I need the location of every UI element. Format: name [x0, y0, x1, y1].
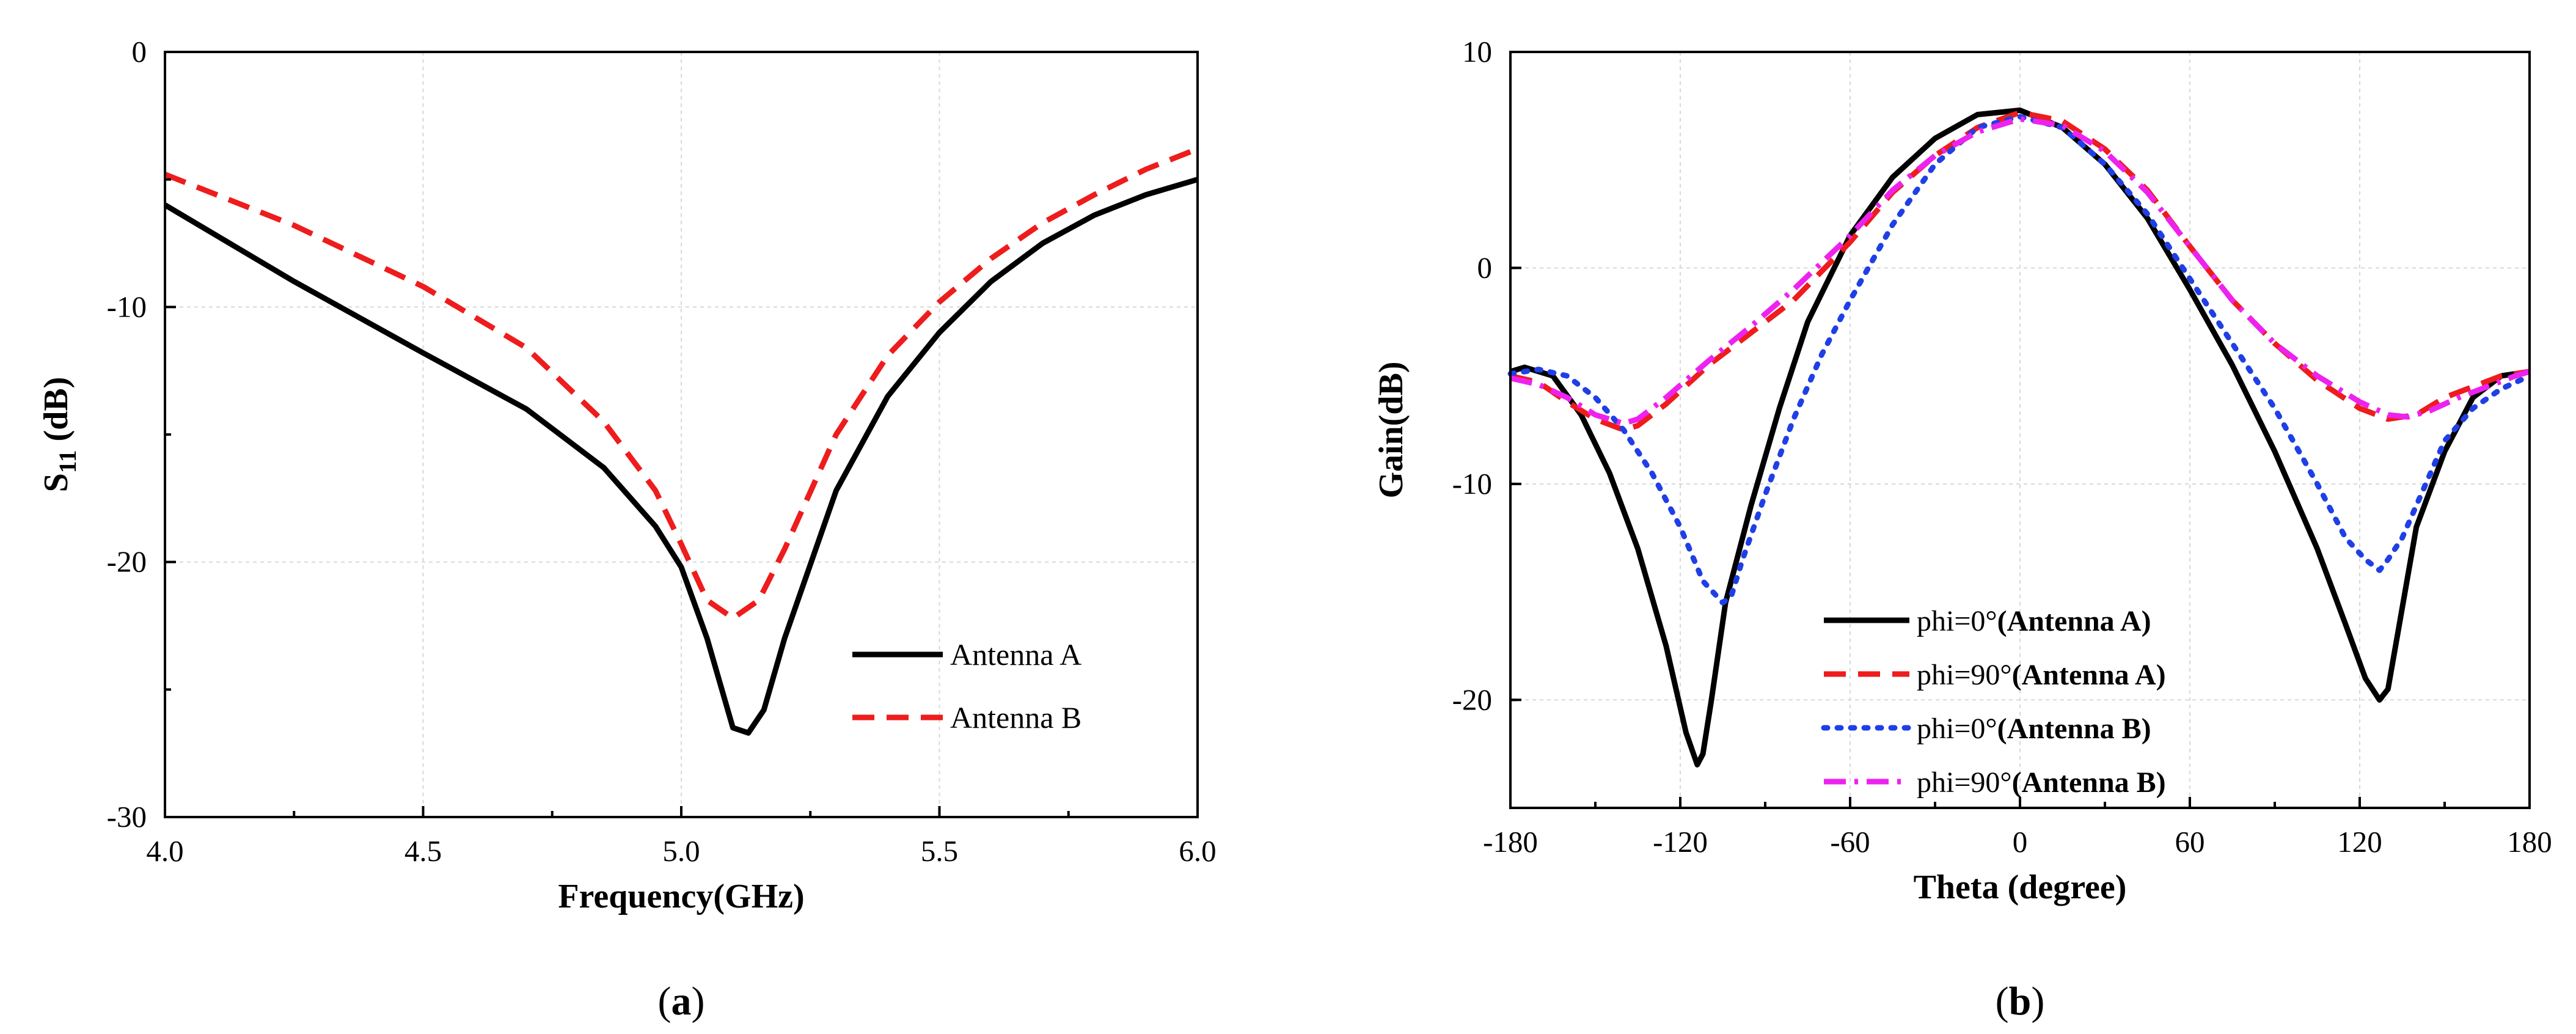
x-tick-label: -60 — [1830, 825, 1870, 859]
x-axis-label-b: Theta (degree) — [1914, 868, 2127, 906]
y-axis-label-a-main: S — [37, 473, 75, 492]
legend-label-a-0: Antenna A — [950, 637, 1081, 672]
series-line-a-0 — [163, 177, 1199, 736]
x-tick-label: 5.0 — [662, 834, 700, 868]
legend-label-prefix: phi=90° — [1917, 766, 2012, 799]
x-tick-label: 5.5 — [921, 834, 958, 868]
legend-label-suffix: (Antenna A) — [1997, 605, 2151, 637]
y-axis-label-a-tail: (dB) — [37, 377, 75, 450]
legend-label-suffix: (Antenna B) — [2012, 766, 2166, 799]
y-tick-label: -20 — [1452, 683, 1492, 716]
x-tick-label: 6.0 — [1179, 834, 1216, 868]
legend-label-prefix: phi=90° — [1917, 659, 2012, 691]
x-tick-label: 4.5 — [404, 834, 442, 868]
y-tick-label: -30 — [107, 800, 147, 834]
series-line-b-3 — [1509, 116, 2531, 427]
y-tick-label: 10 — [1462, 35, 1492, 68]
caption-a: (a) — [658, 979, 705, 1024]
x-tick-label: 4.0 — [146, 834, 183, 868]
series-group-a — [163, 146, 1199, 736]
legend-label-b-0: phi=0°(Antenna A) — [1917, 605, 2151, 637]
caption-a-letter: a — [671, 979, 692, 1024]
x-tick-label: -120 — [1653, 825, 1708, 859]
ticks-a: 4.0 4.5 5.0 5.5 6.0 0 -10 -20 -30 — [107, 35, 1217, 868]
legend-label-prefix: phi=0° — [1917, 713, 1997, 745]
y-tick-label: 0 — [132, 35, 147, 68]
legend-label-b-1: phi=90°(Antenna A) — [1917, 659, 2166, 691]
series-line-b-2 — [1507, 114, 2533, 606]
legend-label-a-1: Antenna B — [950, 700, 1081, 735]
y-axis-label-a-sub: 11 — [54, 450, 81, 473]
caption-b: (b) — [1996, 979, 2045, 1024]
series-group-b — [1507, 107, 2533, 768]
panel-b: -180 -120 -60 0 60 120 180 10 0 -10 -20 Theta (deg… — [1372, 35, 2552, 1024]
legend-label-prefix: phi=0° — [1917, 605, 1997, 637]
x-tick-label: 180 — [2507, 825, 2552, 859]
panel-a: 4.0 4.5 5.0 5.5 6.0 0 -10 -20 -30 Frequency(GHz)… — [37, 35, 1217, 1024]
x-tick-label: 0 — [2013, 825, 2028, 859]
legend-label-suffix: (Antenna A) — [2012, 659, 2166, 691]
y-tick-label: -10 — [1452, 467, 1492, 501]
y-tick-label: -20 — [107, 545, 147, 579]
ticks-b: -180 -120 -60 0 60 120 180 10 0 -10 -20 — [1452, 35, 2552, 859]
caption-b-letter: b — [2009, 979, 2032, 1024]
y-axis-label-b: Gain(dB) — [1372, 361, 1410, 498]
x-tick-label: 120 — [2337, 825, 2382, 859]
y-axis-label-a: S11 (dB) — [37, 377, 81, 493]
x-tick-label: -180 — [1483, 825, 1538, 859]
x-axis-label-a: Frequency(GHz) — [558, 878, 804, 915]
legend-b: phi=0°(Antenna A)phi=90°(Antenna A)phi=0… — [1821, 605, 2166, 799]
legend-label-b-3: phi=90°(Antenna B) — [1917, 766, 2166, 799]
y-tick-label: 0 — [1477, 251, 1493, 284]
y-tick-label: -10 — [107, 290, 147, 323]
series-line-b-0 — [1509, 107, 2530, 768]
legend-a: Antenna A Antenna B — [852, 637, 1081, 735]
x-tick-label: 60 — [2175, 825, 2205, 859]
legend-label-b-2: phi=0°(Antenna B) — [1917, 713, 2151, 745]
legend-label-suffix: (Antenna B) — [1997, 713, 2151, 745]
